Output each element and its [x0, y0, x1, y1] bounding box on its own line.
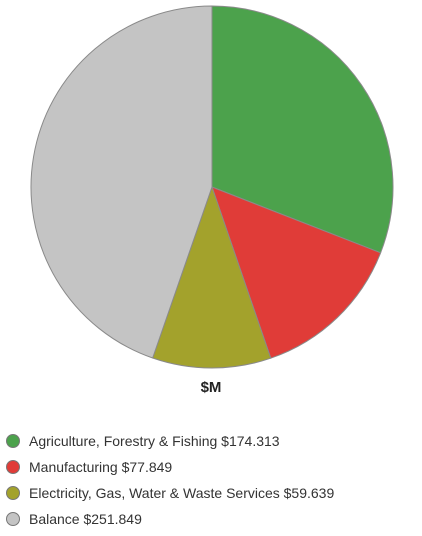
legend-item[interactable]: Manufacturing $77.849: [6, 454, 334, 480]
pie-slices: [30, 5, 394, 369]
legend-swatch: [6, 512, 20, 526]
unit-label: $M: [200, 379, 222, 396]
legend-swatch: [6, 434, 20, 448]
legend-label: Electricity, Gas, Water & Waste Services…: [29, 485, 335, 501]
pie-chart: [30, 5, 394, 369]
legend-item[interactable]: Electricity, Gas, Water & Waste Services…: [6, 480, 334, 506]
legend: Agriculture, Forestry & Fishing $174.313…: [6, 428, 334, 532]
legend-label: Manufacturing $77.849: [29, 459, 173, 475]
legend-item[interactable]: Agriculture, Forestry & Fishing $174.313: [6, 428, 334, 454]
pie-slice-0[interactable]: [211, 5, 394, 254]
legend-label: Agriculture, Forestry & Fishing $174.313: [29, 433, 280, 449]
legend-item[interactable]: Balance $251.849: [6, 506, 334, 532]
pie-slice-1[interactable]: [211, 186, 382, 359]
pie-slice-3[interactable]: [30, 5, 213, 359]
legend-swatch: [6, 460, 20, 474]
legend-swatch: [6, 486, 20, 500]
legend-label: Balance $251.849: [29, 511, 142, 527]
pie-slice-2[interactable]: [152, 186, 272, 369]
